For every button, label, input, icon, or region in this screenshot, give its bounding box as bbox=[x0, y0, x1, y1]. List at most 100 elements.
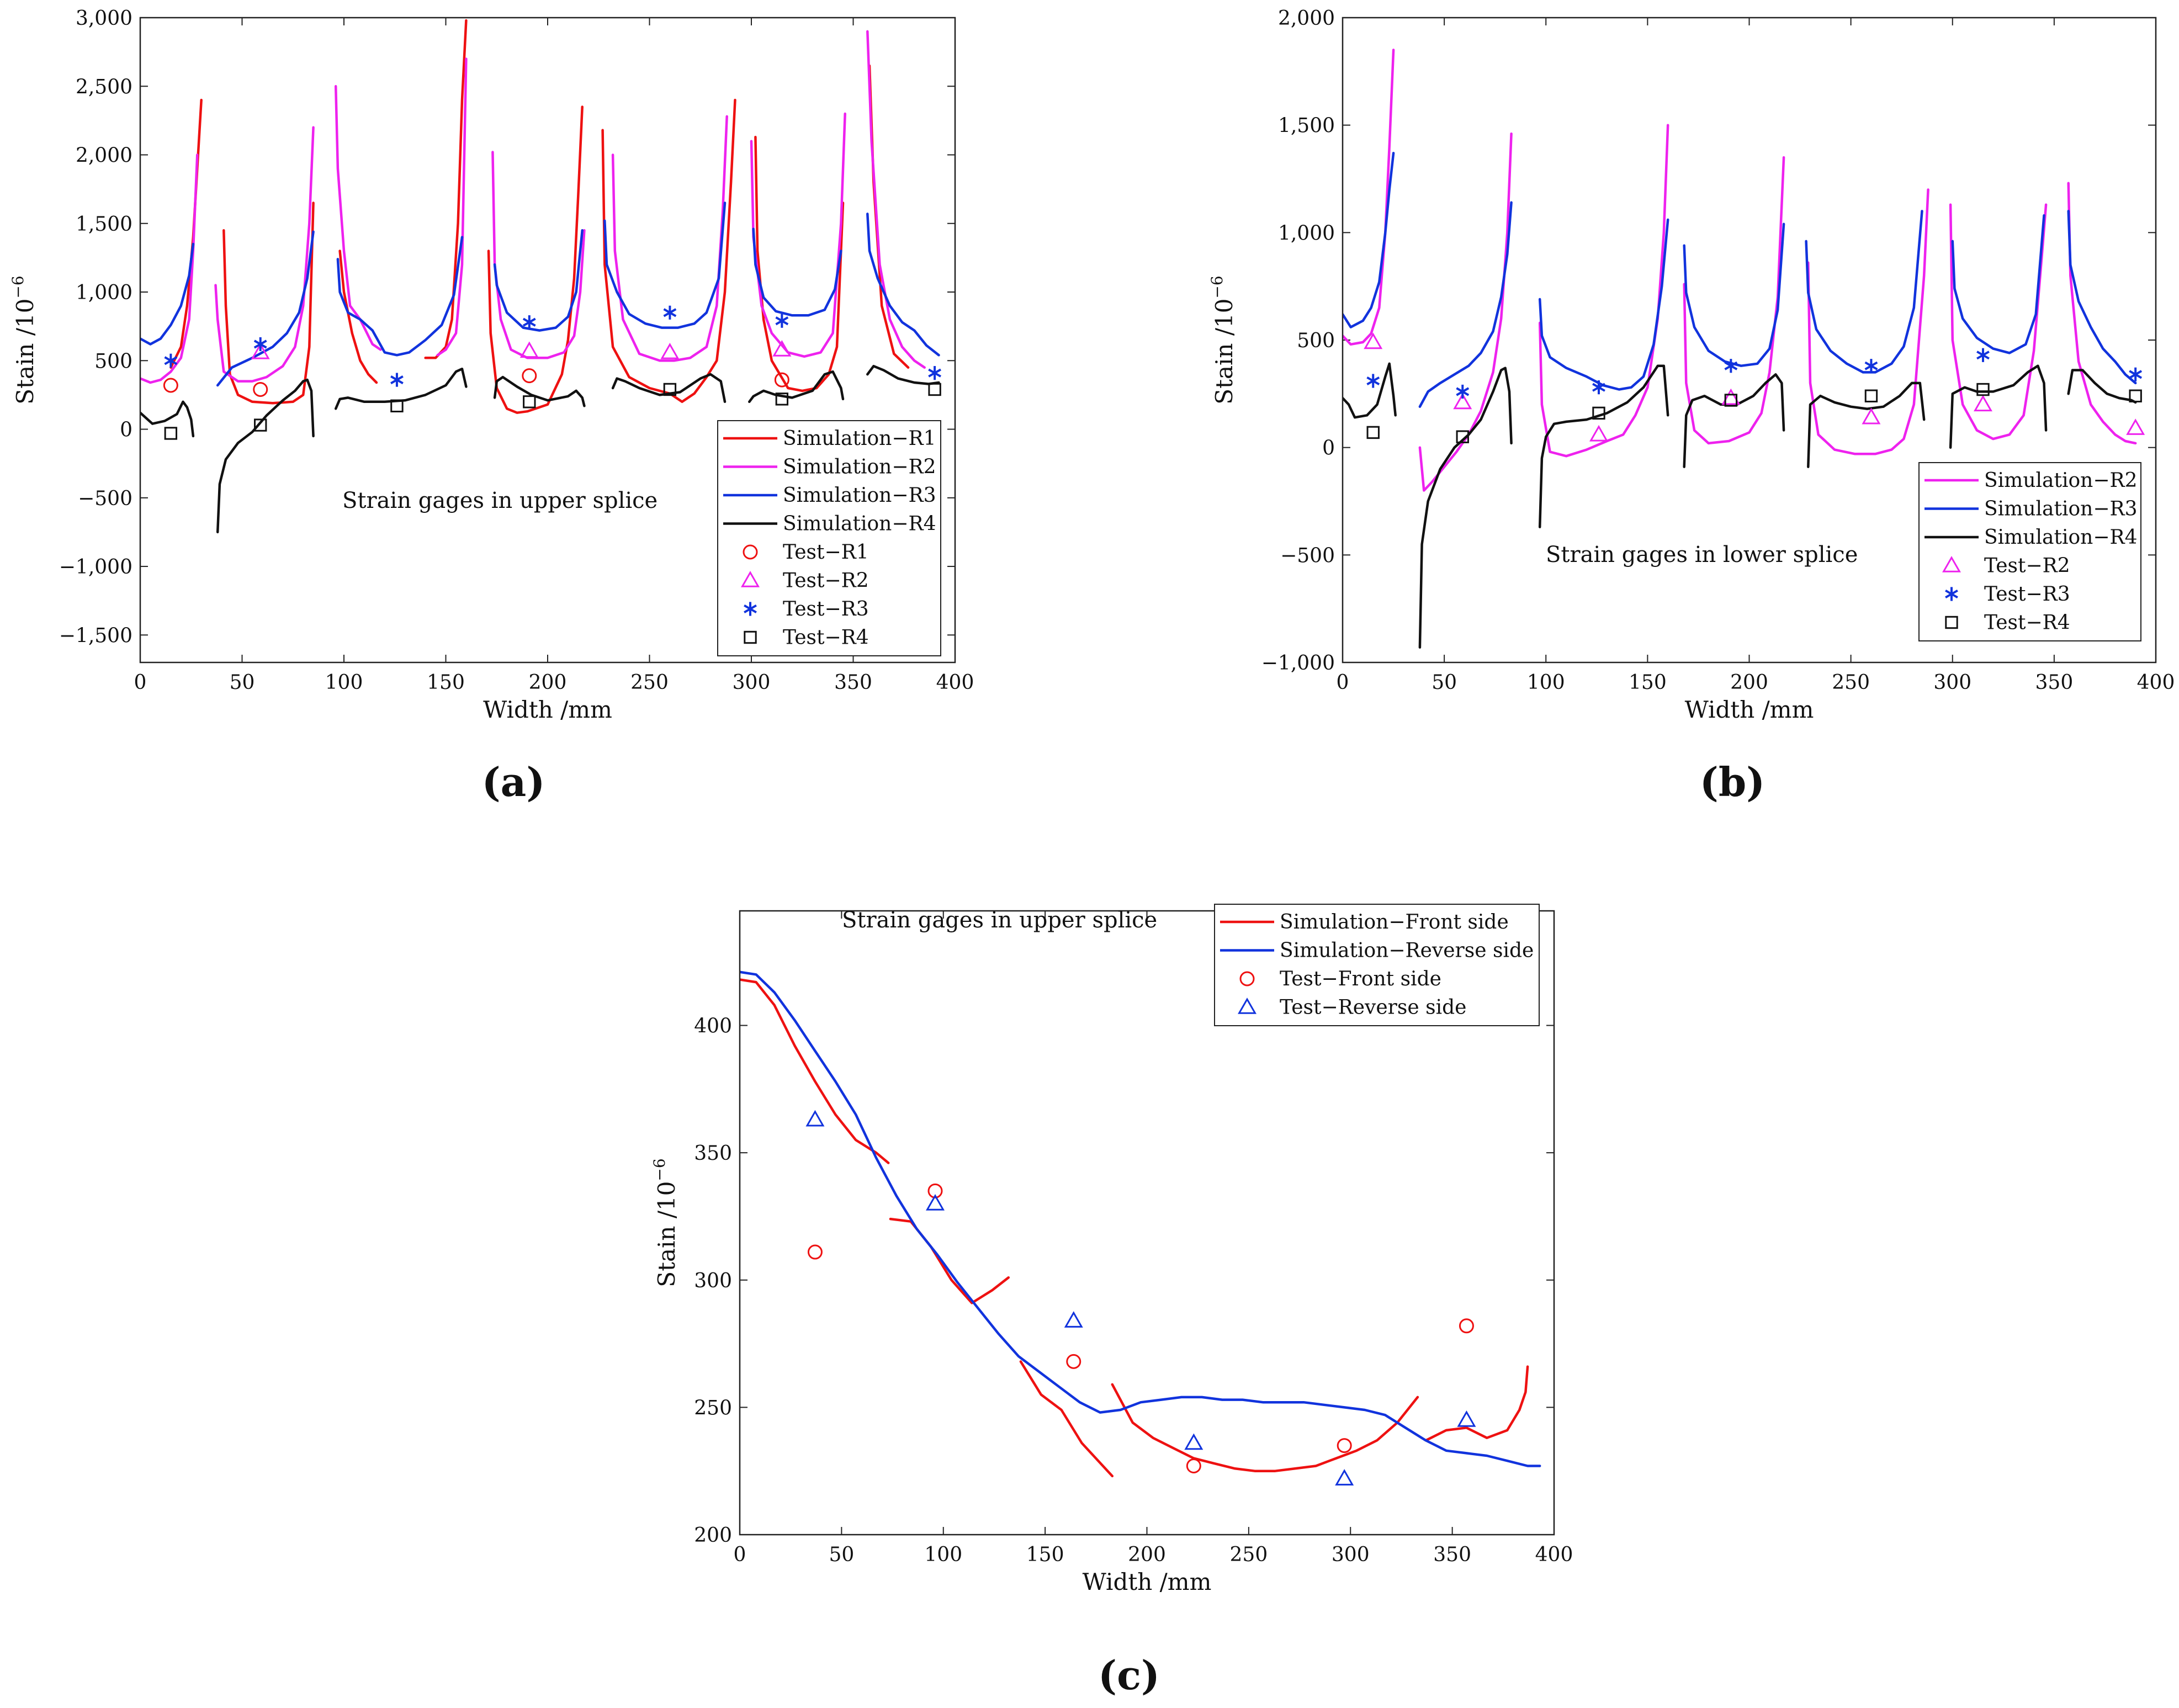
legend-box bbox=[1918, 462, 2141, 641]
legend-entry-label: Test−R4 bbox=[1984, 612, 2070, 634]
x-axis-label: Width /mm bbox=[1083, 1568, 1212, 1595]
x-tick-label: 50 bbox=[829, 1543, 854, 1566]
chart-annotation: Strain gages in lower splice bbox=[1546, 542, 1858, 567]
data-point-Test−R3 bbox=[1976, 348, 1990, 362]
series-line-Simulation−R1 bbox=[601, 98, 736, 404]
data-point-Test−Front side bbox=[1186, 1458, 1201, 1473]
series-line-Simulation−R4 bbox=[1683, 373, 1785, 468]
data-point-Test−R4 bbox=[775, 392, 789, 406]
data-point-Test−R3 bbox=[2129, 367, 2143, 381]
data-point-Test−R4 bbox=[164, 427, 178, 440]
series-line-Simulation−R2 bbox=[1538, 124, 1669, 458]
y-tick-label: 350 bbox=[694, 1142, 732, 1165]
legend-marker-swatch bbox=[741, 571, 760, 587]
y-tick-label: 0 bbox=[1322, 437, 1335, 460]
data-point-Test−R2 bbox=[1364, 332, 1383, 349]
data-point-Test−Reverse side bbox=[1184, 1433, 1204, 1450]
series-line-Simulation−R2 bbox=[866, 30, 926, 369]
legend-entry-label: Simulation−R1 bbox=[783, 427, 936, 450]
series-line-Simulation−R3 bbox=[2067, 210, 2137, 385]
data-point-Test−Reverse side bbox=[926, 1194, 945, 1211]
x-tick-label: 200 bbox=[529, 671, 567, 694]
legend-entry-label: Test−Front side bbox=[1280, 968, 1441, 990]
series-line-Simulation−R1 bbox=[222, 201, 315, 405]
series-line-Simulation−R1 bbox=[487, 105, 584, 414]
legend-box bbox=[1214, 904, 1540, 1026]
y-axis-label: Stain /10−6 bbox=[650, 1158, 680, 1287]
series-line-Simulation−Front side bbox=[1019, 1360, 1114, 1478]
series-line-Simulation−R2 bbox=[1343, 49, 1395, 346]
data-point-Test−Reverse side bbox=[1064, 1311, 1083, 1328]
legend-marker-swatch bbox=[1945, 616, 1958, 629]
data-point-Test−R4 bbox=[1366, 426, 1380, 439]
data-point-Test−R4 bbox=[928, 383, 941, 396]
series-line-Simulation−R4 bbox=[493, 375, 586, 407]
legend-entry-label: Simulation−R4 bbox=[1984, 526, 2138, 549]
plot-area bbox=[1343, 49, 2145, 649]
x-tick-label: 350 bbox=[2035, 671, 2074, 694]
data-point-Test−Front side bbox=[807, 1244, 823, 1260]
series-line-Simulation−R4 bbox=[611, 373, 727, 404]
data-point-Test−Reverse side bbox=[1457, 1410, 1476, 1427]
series-line-Simulation−R4 bbox=[866, 364, 940, 385]
series-line-Simulation−Front side bbox=[889, 1217, 1010, 1304]
x-tick-label: 150 bbox=[1026, 1543, 1064, 1566]
series-line-Simulation−Front side bbox=[1424, 1365, 1529, 1442]
series-line-Simulation−R3 bbox=[1951, 214, 2045, 354]
series-line-Simulation−R3 bbox=[603, 201, 727, 329]
x-tick-label: 0 bbox=[734, 1543, 746, 1566]
series-line-Simulation−R2 bbox=[2067, 182, 2137, 445]
series-line-Simulation−R2 bbox=[611, 115, 728, 362]
chart-panel-c: 0 50 100 150 200 250 300 350 400 200 250 300 350 400 W… bbox=[650, 904, 1573, 1595]
x-tick-label: 200 bbox=[1730, 671, 1768, 694]
series-line-Simulation−R3 bbox=[216, 230, 315, 387]
y-tick-label: 1,500 bbox=[76, 213, 132, 236]
data-point-Test−Front side bbox=[1337, 1438, 1352, 1454]
data-point-Test−R3 bbox=[1592, 380, 1605, 395]
y-axis-label: Stain /10−6 bbox=[1208, 275, 1238, 404]
series-line-Simulation−R4 bbox=[1949, 364, 2048, 449]
legend-entry-label: Test−R2 bbox=[783, 570, 869, 592]
x-tick-label: 300 bbox=[733, 671, 771, 694]
data-point-Test−R2 bbox=[1974, 395, 1992, 412]
series-line-Simulation−R3 bbox=[752, 227, 842, 317]
data-point-Test−R1 bbox=[163, 378, 178, 393]
data-point-Test−R4 bbox=[1456, 430, 1469, 443]
y-tick-label: 1,000 bbox=[1278, 222, 1335, 245]
chart-annotation: Strain gages in upper splice bbox=[342, 488, 658, 513]
legend-entry-label: Test−R4 bbox=[783, 627, 869, 649]
series-line-Simulation−R2 bbox=[1807, 188, 1929, 455]
series-line-Simulation−R4 bbox=[748, 370, 845, 404]
series-line-Simulation−R2 bbox=[750, 112, 846, 358]
legend-marker-swatch bbox=[1239, 971, 1255, 986]
axes-frame bbox=[739, 910, 1555, 1536]
y-tick-label: 1,500 bbox=[1278, 115, 1335, 137]
panel-label-b: (b) bbox=[1700, 758, 1765, 805]
x-tick-label: 0 bbox=[1337, 671, 1349, 694]
data-point-Test−R3 bbox=[775, 314, 789, 328]
y-tick-label: 400 bbox=[694, 1015, 732, 1038]
data-point-Test−R4 bbox=[663, 383, 677, 396]
data-point-Test−R2 bbox=[660, 342, 680, 359]
legend-entry-label: Simulation−Reverse side bbox=[1280, 940, 1534, 962]
legend-entry-label: Test−R2 bbox=[1984, 555, 2070, 577]
data-point-Test−R2 bbox=[1453, 392, 1472, 410]
series-line-Simulation−R2 bbox=[334, 85, 382, 351]
legend-box bbox=[717, 420, 941, 656]
data-point-Test−Front side bbox=[1459, 1318, 1474, 1334]
legend-entry-label: Test−R3 bbox=[783, 598, 869, 620]
series-line-Simulation−R4 bbox=[216, 378, 315, 534]
series-line-Simulation−Front side bbox=[740, 978, 890, 1164]
data-point-Test−R3 bbox=[164, 353, 178, 368]
x-axis-label: Width /mm bbox=[1685, 696, 1814, 723]
y-tick-label: 250 bbox=[694, 1397, 732, 1419]
y-tick-label: 2,500 bbox=[76, 76, 132, 98]
x-tick-label: 350 bbox=[1433, 1543, 1471, 1566]
chart-panel-a: 0 50 100 150 200 250 300 350 400 −1,500 −1,000 −500… bbox=[9, 7, 974, 723]
series-line-Simulation−R3 bbox=[1343, 152, 1395, 328]
legend-entry-label: Test−R3 bbox=[1984, 583, 2070, 606]
data-point-Test−R4 bbox=[1592, 406, 1605, 420]
axes-frame bbox=[139, 17, 956, 664]
y-tick-label: 1,000 bbox=[76, 282, 132, 304]
y-tick-label: −500 bbox=[1280, 544, 1335, 567]
